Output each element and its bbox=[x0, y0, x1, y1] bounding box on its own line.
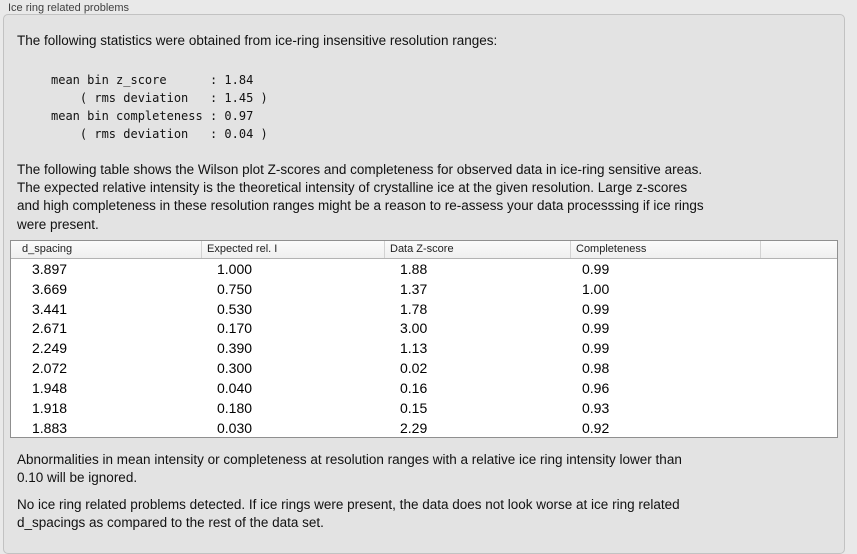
cell-completeness: 0.92 bbox=[582, 419, 610, 436]
cell-data-z-score: 3.00 bbox=[400, 320, 428, 337]
cell-d-spacing: 1.883 bbox=[32, 419, 68, 436]
cell-expected-rel-i: 0.170 bbox=[217, 320, 253, 337]
cell-d-spacing: 1.918 bbox=[32, 399, 68, 416]
cell-completeness: 0.99 bbox=[582, 300, 610, 317]
cell-d-spacing: 2.249 bbox=[32, 340, 68, 357]
table-row[interactable]: 1.918 0.180 0.15 0.93 bbox=[11, 398, 837, 418]
cell-expected-rel-i: 0.180 bbox=[217, 399, 253, 416]
cell-data-z-score: 2.29 bbox=[400, 419, 428, 436]
column-header-filler bbox=[760, 241, 837, 258]
cell-data-z-score: 1.37 bbox=[400, 280, 428, 297]
column-header-expected-rel-i[interactable]: Expected rel. I bbox=[201, 241, 384, 258]
cell-completeness: 1.00 bbox=[582, 280, 610, 297]
stats-block: mean bin z_score : 1.84 ( rms deviation … bbox=[51, 73, 268, 141]
table-description: The following table shows the Wilson plo… bbox=[17, 162, 704, 232]
table-row[interactable]: 1.883 0.030 2.29 0.92 bbox=[11, 418, 837, 437]
cell-completeness: 0.99 bbox=[582, 320, 610, 337]
cell-expected-rel-i: 0.530 bbox=[217, 300, 253, 317]
cell-data-z-score: 0.16 bbox=[400, 379, 428, 396]
cell-data-z-score: 1.78 bbox=[400, 300, 428, 317]
conclusion-text: No ice ring related problems detected. I… bbox=[17, 497, 680, 531]
cell-completeness: 0.99 bbox=[582, 340, 610, 357]
cell-completeness: 0.96 bbox=[582, 379, 610, 396]
cell-data-z-score: 1.13 bbox=[400, 340, 428, 357]
cell-completeness: 0.98 bbox=[582, 360, 610, 377]
table-row[interactable]: 3.669 0.750 1.37 1.00 bbox=[11, 279, 837, 299]
cell-expected-rel-i: 0.030 bbox=[217, 419, 253, 436]
cell-d-spacing: 2.671 bbox=[32, 320, 68, 337]
cell-expected-rel-i: 1.000 bbox=[217, 260, 253, 277]
cell-data-z-score: 1.88 bbox=[400, 260, 428, 277]
cell-completeness: 0.93 bbox=[582, 399, 610, 416]
table-row[interactable]: 3.441 0.530 1.78 0.99 bbox=[11, 299, 837, 319]
table-row[interactable]: 2.249 0.390 1.13 0.99 bbox=[11, 338, 837, 358]
column-header-completeness[interactable]: Completeness bbox=[570, 241, 760, 258]
table-header-row: d_spacing Expected rel. I Data Z-score C… bbox=[11, 241, 837, 259]
cell-data-z-score: 0.15 bbox=[400, 399, 428, 416]
table-row[interactable]: 3.897 1.000 1.88 0.99 bbox=[11, 259, 837, 279]
cell-expected-rel-i: 0.040 bbox=[217, 379, 253, 396]
ice-ring-table: d_spacing Expected rel. I Data Z-score C… bbox=[10, 240, 838, 438]
cell-expected-rel-i: 0.390 bbox=[217, 340, 253, 357]
table-row[interactable]: 2.072 0.300 0.02 0.98 bbox=[11, 358, 837, 378]
cell-expected-rel-i: 0.750 bbox=[217, 280, 253, 297]
cell-expected-rel-i: 0.300 bbox=[217, 360, 253, 377]
cell-d-spacing: 1.948 bbox=[32, 379, 68, 396]
cell-data-z-score: 0.02 bbox=[400, 360, 428, 377]
table-row[interactable]: 2.671 0.170 3.00 0.99 bbox=[11, 319, 837, 339]
ignore-note: Abnormalities in mean intensity or compl… bbox=[17, 452, 682, 486]
panel-title: Ice ring related problems bbox=[8, 2, 130, 14]
intro-text: The following statistics were obtained f… bbox=[17, 33, 498, 48]
ice-ring-panel: The following statistics were obtained f… bbox=[3, 14, 845, 554]
cell-completeness: 0.99 bbox=[582, 260, 610, 277]
cell-d-spacing: 2.072 bbox=[32, 360, 68, 377]
cell-d-spacing: 3.897 bbox=[32, 260, 68, 277]
column-header-d-spacing[interactable]: d_spacing bbox=[22, 243, 73, 255]
table-row[interactable]: 1.948 0.040 0.16 0.96 bbox=[11, 378, 837, 398]
column-header-data-z-score[interactable]: Data Z-score bbox=[384, 241, 570, 258]
cell-d-spacing: 3.441 bbox=[32, 300, 68, 317]
cell-d-spacing: 3.669 bbox=[32, 280, 68, 297]
